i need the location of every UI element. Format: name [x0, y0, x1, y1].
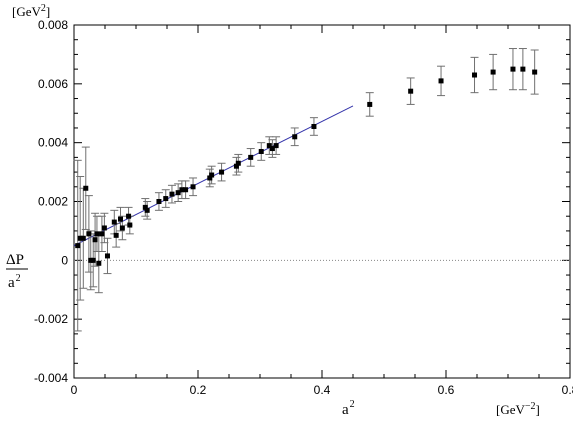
data-point: [144, 207, 150, 213]
x-tick-label: 0.4: [314, 383, 331, 397]
data-point: [292, 134, 298, 140]
y-tick-label: 0.004: [38, 136, 68, 150]
y-axis-label-denominator: a2: [8, 273, 21, 291]
data-point: [266, 143, 272, 149]
data-point: [169, 191, 175, 197]
data-point: [207, 175, 213, 181]
data-point: [77, 235, 83, 241]
x-tick-label: 0.8: [562, 383, 573, 397]
x-unit-close: ]: [536, 402, 540, 417]
data-point: [80, 235, 86, 241]
data-point: [438, 78, 444, 84]
y-tick-label: 0.008: [38, 18, 68, 32]
data-point: [472, 72, 478, 78]
data-point: [367, 101, 373, 107]
error-bars: [73, 48, 539, 332]
data-point: [532, 69, 538, 75]
data-point: [408, 88, 414, 94]
data-point: [127, 222, 133, 228]
data-point: [273, 143, 279, 149]
x-unit-sup: −2: [525, 401, 536, 412]
x-tick-label: 0: [71, 383, 78, 397]
data-point: [96, 260, 102, 266]
y-tick-label: 0.002: [38, 195, 68, 209]
data-point: [179, 187, 185, 193]
data-point: [104, 253, 110, 259]
data-point: [119, 225, 125, 231]
data-point: [83, 185, 89, 191]
data-point: [183, 187, 189, 193]
y-unit-sup: 2: [41, 3, 46, 14]
y-unit-label: [GeV2]: [12, 3, 50, 19]
data-point: [163, 196, 169, 202]
data-point: [190, 184, 196, 190]
y-tick-label: -0.004: [34, 371, 68, 385]
y-tick-label: 0: [61, 253, 68, 267]
data-point: [258, 148, 264, 154]
data-point: [111, 219, 117, 225]
x-tick-label: 0.2: [190, 383, 207, 397]
data-point: [113, 232, 119, 238]
data-point: [233, 163, 239, 169]
x-unit-label: [GeV−2]: [496, 401, 540, 417]
data-point: [156, 199, 162, 204]
data-point: [209, 172, 215, 178]
data-point: [520, 66, 526, 72]
data-point: [490, 69, 496, 75]
data-point: [219, 169, 225, 175]
x-tick-label: 0.6: [438, 383, 455, 397]
data-point: [99, 231, 105, 237]
data-point: [175, 190, 181, 196]
y-denominator-sup: 2: [16, 273, 21, 284]
data-point: [248, 154, 254, 160]
data-point: [75, 243, 81, 249]
y-tick-label: -0.002: [34, 312, 68, 326]
data-point: [126, 213, 132, 219]
data-point: [94, 231, 100, 237]
data-point: [510, 66, 516, 72]
y-axis-label-numerator: ΔP: [6, 252, 24, 268]
data-point: [86, 231, 92, 237]
data-point: [311, 123, 317, 129]
data-point: [101, 225, 107, 231]
data-point: [90, 257, 96, 263]
x-label-text: a: [342, 402, 349, 418]
data-point: [118, 216, 123, 222]
y-unit-close: ]: [46, 4, 50, 19]
tick-labels: 0 0.2 0.4 0.6 0.8 -0.004 -0.002 0 0.002 0.004 0.00…: [34, 18, 573, 397]
data-point: [235, 160, 241, 166]
data-point: [142, 204, 148, 210]
x-unit-text: [GeV: [496, 402, 525, 417]
x-axis-label: a2: [342, 399, 355, 418]
data-point: [269, 146, 275, 152]
y-tick-label: 0.006: [38, 77, 68, 91]
y-denominator-text: a: [8, 275, 15, 291]
x-label-sup: 2: [350, 399, 355, 410]
data-point: [92, 237, 98, 243]
y-unit-text: [GeV: [12, 4, 41, 19]
data-markers: [75, 66, 538, 266]
